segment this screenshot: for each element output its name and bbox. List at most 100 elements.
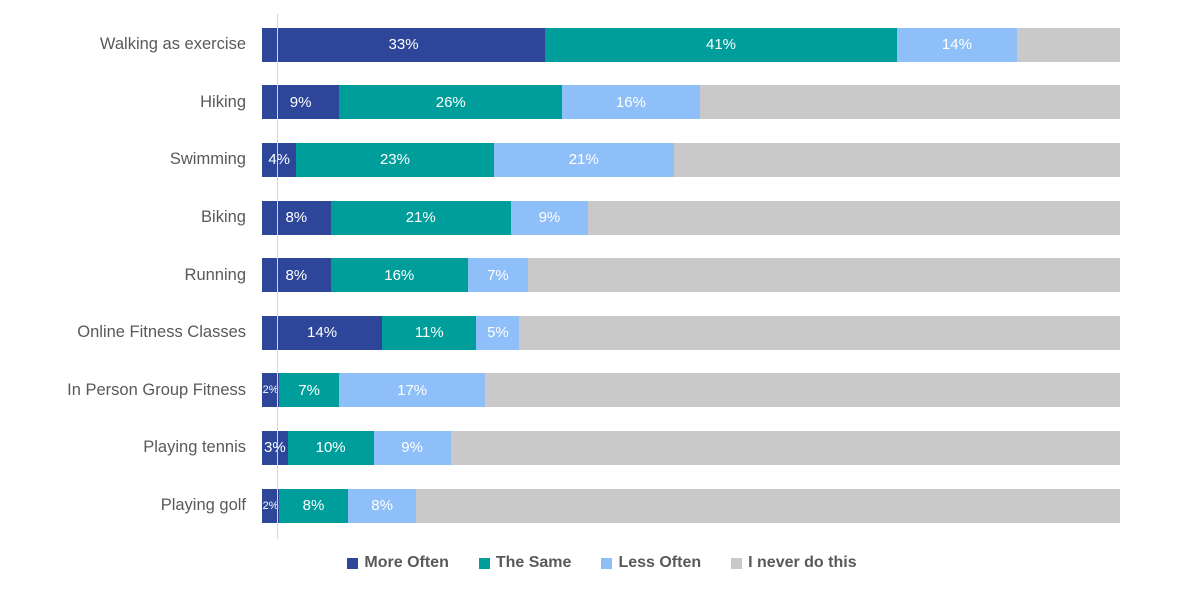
bar-segment-less-often: 16% [562, 85, 700, 120]
bar-segment-value: 9% [289, 93, 312, 111]
bar-segment-value: 11% [414, 324, 444, 342]
bar-segment-value: 7% [487, 266, 509, 284]
bar-segment-more-often: 4% [262, 142, 297, 177]
bar-segment-the-same: 8% [279, 488, 348, 523]
legend-item-i-never-do-this: I never do this [731, 554, 857, 572]
category-label: Walking as exercise [99, 35, 246, 54]
bar-rows: Walking as exercise 33% 41% 14% Hiking 9% 26% 1… [0, 16, 1204, 534]
bar-segment-value: 8% [285, 209, 308, 227]
bar-segment-more-often: 14% [262, 315, 383, 350]
bar-segment-the-same: 26% [339, 85, 563, 120]
bar-segment-value: 26% [435, 93, 466, 111]
bar-segment-value: 21% [568, 151, 599, 169]
category-label: Running [184, 265, 246, 284]
bar-segment-value: 4% [268, 151, 290, 169]
bar-row-walking-as-exercise: Walking as exercise 33% 41% 14% [0, 16, 1204, 74]
bar-segment-value: 9% [538, 209, 561, 227]
bar-row-playing-tennis: Playing tennis 3% 10% 9% [0, 419, 1204, 477]
bar-row-biking: Biking 8% 21% 9% [0, 189, 1204, 247]
bar-row-in-person-group-fitness: In Person Group Fitness 2% 7% 17% [0, 362, 1204, 420]
legend-swatch-less-often [601, 557, 613, 569]
legend-label: More Often [364, 554, 449, 572]
bar-segment-more-often: 3% [262, 430, 288, 465]
bar-segment-less-often: 9% [373, 430, 451, 465]
bar-segment-the-same: 23% [296, 142, 494, 177]
bar-track: 2% 8% 8% [262, 488, 1120, 523]
bar-segment-the-same: 11% [382, 315, 477, 350]
category-label: Swimming [169, 150, 246, 169]
bar-segment-i-never-do-this [527, 258, 1120, 293]
bar-segment-value: 9% [401, 439, 423, 457]
bar-segment-value: 5% [487, 324, 509, 342]
bar-segment-value: 17% [397, 381, 428, 399]
bar-segment-less-often: 21% [493, 142, 674, 177]
legend-item-less-often: Less Often [601, 554, 701, 572]
category-label: Biking [201, 208, 246, 227]
bar-track: 2% 7% 17% [262, 373, 1120, 408]
category-label: In Person Group Fitness [67, 380, 246, 399]
bar-segment-value: 7% [298, 381, 321, 399]
bar-segment-value: 16% [615, 93, 646, 111]
bar-row-playing-golf: Playing golf 2% 8% 8% [0, 477, 1204, 535]
bar-segment-i-never-do-this [485, 373, 1120, 408]
bar-segment-value: 3% [264, 439, 286, 457]
bar-segment-the-same: 16% [330, 258, 468, 293]
bar-segment-less-often: 17% [339, 373, 486, 408]
bar-segment-i-never-do-this [699, 85, 1120, 120]
category-label: Playing tennis [143, 438, 246, 457]
bar-segment-less-often: 9% [510, 200, 589, 235]
bar-segment-i-never-do-this [416, 488, 1120, 523]
bar-segment-less-often: 8% [347, 488, 417, 523]
bar-segment-i-never-do-this [519, 315, 1120, 350]
legend-swatch-i-never-do-this [731, 557, 743, 569]
bar-segment-value: 23% [379, 151, 410, 169]
bar-segment-value: 10% [315, 439, 346, 457]
bar-row-running: Running 8% 16% 7% [0, 246, 1204, 304]
bar-segment-i-never-do-this [588, 200, 1120, 235]
bar-segment-i-never-do-this [1017, 27, 1120, 62]
bar-segment-value: 2% [262, 499, 279, 512]
plot-area: Walking as exercise 33% 41% 14% Hiking 9% 26% 1… [0, 14, 1204, 540]
bar-track: 8% 16% 7% [262, 258, 1120, 293]
legend-label: I never do this [748, 554, 857, 572]
bar-segment-i-never-do-this [450, 430, 1120, 465]
bar-track: 9% 26% 16% [262, 85, 1120, 120]
bar-segment-less-often: 5% [476, 315, 520, 350]
legend: More Often The Same Less Often I never do t… [0, 554, 1204, 572]
bar-segment-value: 41% [705, 36, 737, 54]
category-label: Online Fitness Classes [77, 323, 246, 342]
bar-row-online-fitness-classes: Online Fitness Classes 14% 11% 5% [0, 304, 1204, 362]
bar-segment-value: 8% [302, 497, 325, 515]
bar-segment-less-often: 14% [896, 27, 1017, 62]
bar-track: 8% 21% 9% [262, 200, 1120, 235]
bar-track: 4% 23% 21% [262, 142, 1120, 177]
bar-segment-less-often: 7% [467, 258, 528, 293]
bar-segment-value: 14% [307, 324, 338, 342]
bar-segment-the-same: 21% [330, 200, 511, 235]
y-axis-line [277, 14, 278, 540]
bar-segment-more-often: 8% [262, 200, 331, 235]
bar-segment-the-same: 7% [279, 373, 340, 408]
bar-segment-the-same: 41% [545, 27, 897, 62]
bar-track: 3% 10% 9% [262, 430, 1120, 465]
bar-segment-the-same: 10% [287, 430, 374, 465]
legend-swatch-the-same [478, 557, 490, 569]
bar-segment-more-often: 2% [262, 488, 280, 523]
bar-segment-more-often: 2% [262, 373, 280, 408]
bar-segment-value: 21% [405, 209, 436, 227]
bar-row-swimming: Swimming 4% 23% 21% [0, 131, 1204, 189]
legend-item-the-same: The Same [478, 554, 572, 572]
bar-segment-value: 33% [388, 36, 419, 54]
category-label: Playing golf [160, 496, 246, 515]
bar-segment-more-often: 33% [262, 27, 546, 62]
category-label: Hiking [200, 92, 246, 111]
legend-label: The Same [495, 554, 572, 572]
bar-segment-more-often: 9% [262, 85, 340, 120]
legend-label: Less Often [618, 554, 702, 572]
bar-segment-value: 8% [285, 266, 308, 284]
bar-segment-value: 16% [384, 266, 415, 284]
bar-segment-i-never-do-this [673, 142, 1120, 177]
legend-item-more-often: More Often [347, 554, 449, 572]
legend-swatch-more-often [347, 557, 359, 569]
